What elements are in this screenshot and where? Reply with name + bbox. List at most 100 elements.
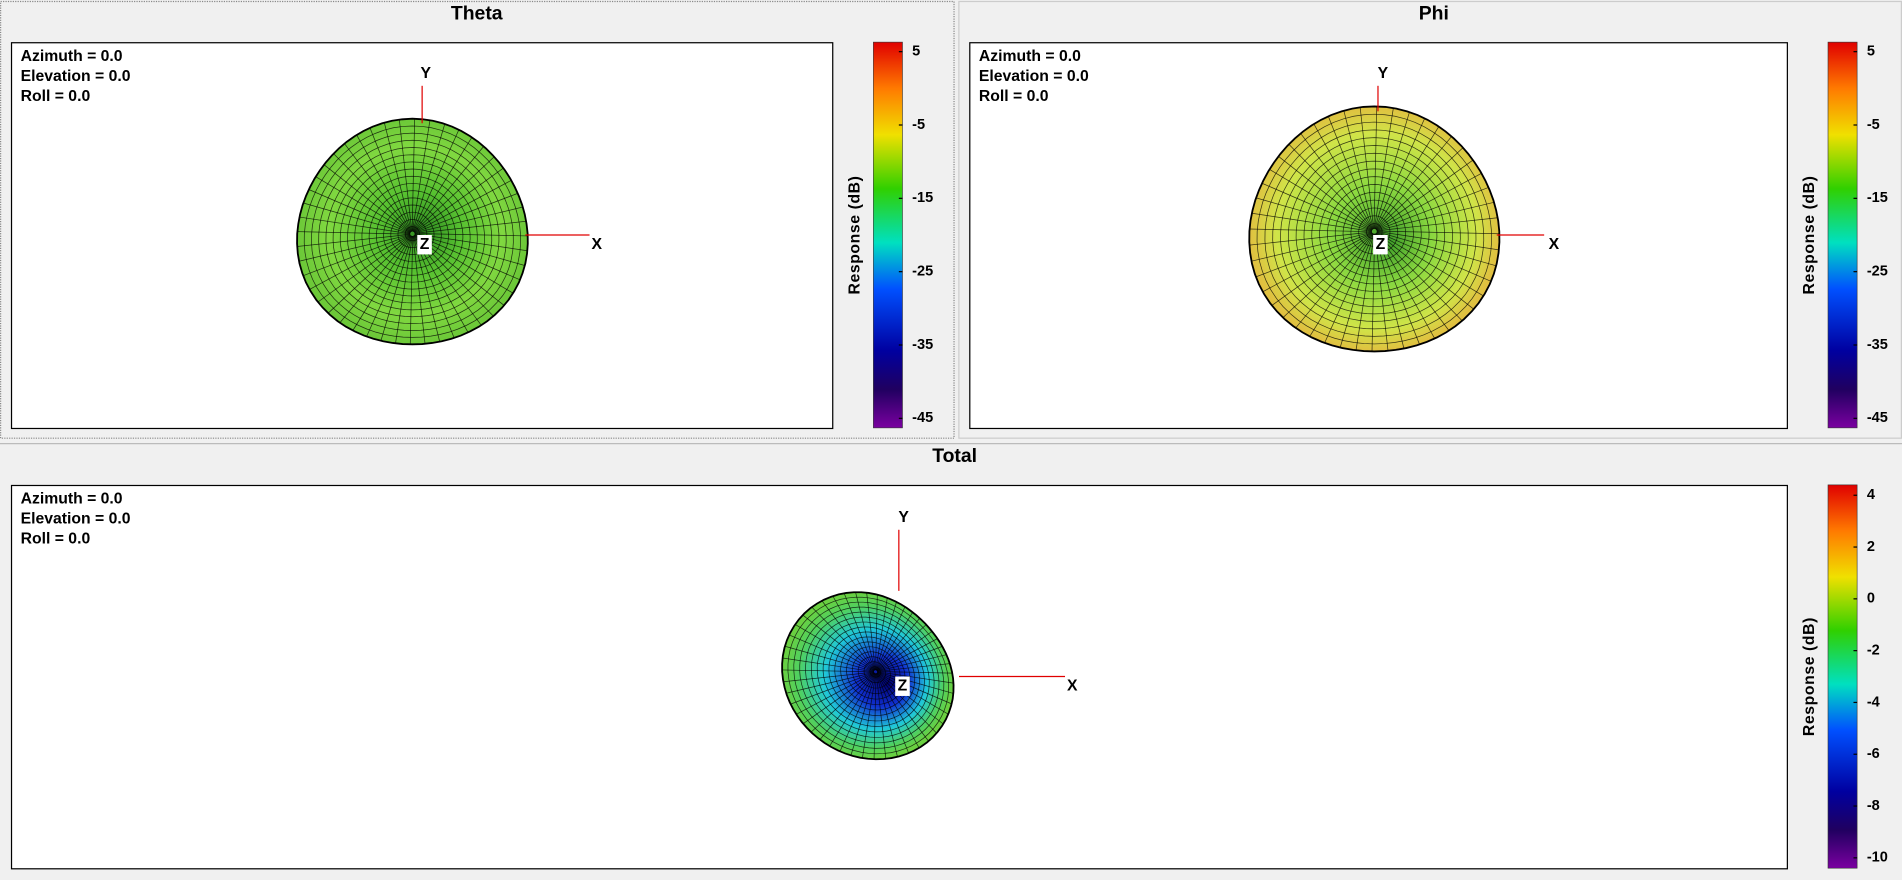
- view-label: Azimuth = 0.0: [21, 48, 123, 65]
- mesh-ring: [1295, 152, 1453, 307]
- mesh-spoke: [308, 189, 411, 234]
- mesh-ring: [781, 591, 954, 760]
- mesh-spoke: [1313, 123, 1374, 230]
- mesh-spoke: [1374, 118, 1426, 230]
- mesh-spoke: [1374, 111, 1410, 229]
- mesh-spoke: [369, 127, 412, 232]
- mesh-spoke: [303, 234, 411, 277]
- mesh-spoke: [323, 164, 411, 233]
- panel-title: Total: [932, 445, 977, 467]
- mesh-spoke: [783, 671, 875, 683]
- colorbar: [873, 41, 903, 429]
- mesh-spoke: [309, 234, 411, 290]
- mesh-spoke: [414, 233, 525, 266]
- view-label: Elevation = 0.0: [21, 511, 131, 528]
- mesh-spoke: [802, 614, 875, 672]
- mesh-spoke: [1261, 182, 1373, 232]
- mesh-spoke: [877, 663, 950, 672]
- mesh-ring: [805, 611, 935, 738]
- mesh-spoke: [414, 234, 521, 281]
- colorbar-tick-label: 5: [1867, 44, 1875, 60]
- axis-label-x: X: [1549, 236, 1560, 253]
- mesh-spoke: [1376, 232, 1484, 297]
- colorbar-label: Response (dB): [1801, 175, 1818, 294]
- mesh-spoke: [819, 672, 876, 740]
- z-label-box: [895, 676, 910, 696]
- mesh-ring: [1319, 176, 1430, 285]
- mesh-spoke: [1376, 232, 1474, 310]
- view-label: Elevation = 0.0: [979, 68, 1089, 85]
- view-label: Azimuth = 0.0: [21, 491, 123, 508]
- mesh-spoke: [1249, 228, 1372, 233]
- mesh-spoke: [875, 597, 888, 671]
- colorbar-label: Response (dB): [1801, 617, 1818, 736]
- mesh-ring: [1272, 129, 1477, 330]
- mesh-spoke: [398, 119, 413, 232]
- mesh-spoke: [1375, 136, 1452, 230]
- view-label: Roll = 0.0: [979, 88, 1049, 105]
- mesh-spoke: [414, 220, 527, 234]
- mesh-ring: [347, 168, 478, 297]
- z-label-box: [1373, 235, 1388, 255]
- colorbar-label: Response (dB): [846, 175, 863, 294]
- mesh-spoke: [877, 671, 954, 684]
- mesh-ring: [834, 636, 911, 711]
- view-label: Azimuth = 0.0: [979, 48, 1081, 65]
- mesh-spoke: [299, 216, 411, 235]
- mesh-spoke: [1375, 147, 1464, 230]
- mesh-spoke: [1359, 107, 1375, 230]
- mesh-ring: [1303, 160, 1446, 300]
- mesh-spoke: [877, 671, 953, 674]
- mesh-spoke: [1295, 233, 1374, 329]
- mesh-ring: [787, 596, 950, 755]
- mesh-ring: [1334, 191, 1414, 270]
- mesh-spoke: [1339, 233, 1375, 348]
- mesh-ring: [816, 621, 925, 727]
- mesh-spoke: [383, 122, 412, 232]
- mesh-spoke: [414, 233, 528, 237]
- mesh-spoke: [876, 672, 920, 749]
- mesh-spoke: [1251, 231, 1373, 262]
- mesh-spoke: [789, 634, 875, 672]
- mesh-ring: [325, 147, 500, 318]
- mesh-ring: [822, 626, 920, 722]
- mesh-spoke: [412, 123, 446, 232]
- mesh-spoke: [1324, 233, 1375, 344]
- mesh-spoke: [861, 673, 877, 759]
- mesh-ring: [811, 616, 930, 733]
- mesh-spoke: [877, 654, 947, 672]
- mesh-spoke: [876, 672, 937, 734]
- colorbar-tick-label: -5: [912, 117, 925, 133]
- panel-frame: [0, 0, 955, 439]
- colorbar-tick-label: -45: [912, 410, 933, 426]
- mesh-spoke: [1375, 159, 1474, 230]
- mesh-spoke: [1282, 233, 1374, 318]
- mesh-ring: [1280, 137, 1469, 322]
- mesh-spoke: [414, 180, 512, 233]
- colorbar-tick-label: -35: [912, 337, 933, 353]
- mesh-spoke: [850, 673, 876, 756]
- mesh-spoke: [876, 638, 938, 672]
- mesh-spoke: [855, 592, 876, 671]
- mesh-spoke: [1376, 231, 1492, 282]
- colorbar-tick-label: -15: [1867, 190, 1888, 206]
- mesh-ring: [296, 118, 529, 345]
- mesh-spoke: [1376, 231, 1497, 267]
- mesh-ring: [793, 601, 945, 749]
- mesh-spoke: [877, 671, 949, 715]
- colorbar: [1827, 41, 1858, 429]
- mesh-spoke: [1249, 231, 1372, 246]
- colorbar-tick-label: 2: [1867, 539, 1875, 555]
- mesh-spoke: [877, 672, 944, 725]
- mesh-spoke: [380, 235, 413, 341]
- mesh-ring: [354, 175, 471, 290]
- mesh-spoke: [1355, 233, 1375, 351]
- colorbar-tick-label: -8: [1867, 798, 1880, 814]
- mesh-spoke: [1251, 212, 1372, 232]
- mesh-spoke: [1376, 201, 1495, 231]
- mesh-spoke: [821, 600, 875, 671]
- mesh-spoke: [412, 129, 460, 232]
- mesh-spoke: [339, 235, 412, 323]
- mesh-spoke: [1376, 230, 1500, 235]
- mesh-spoke: [782, 669, 874, 673]
